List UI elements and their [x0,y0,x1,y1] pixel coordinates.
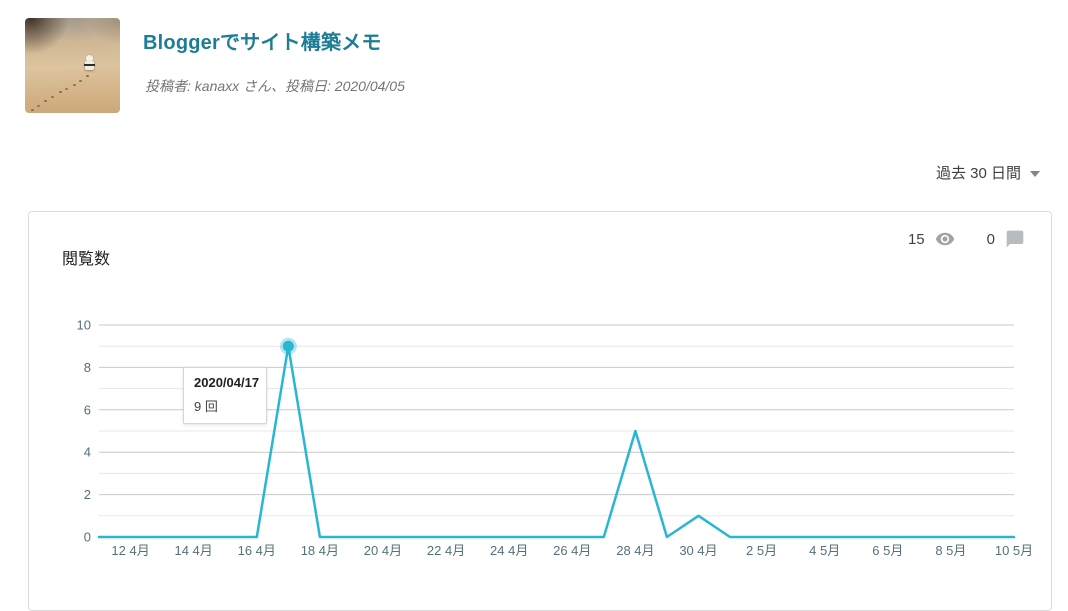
x-tick-label: 14 4月 [174,543,212,558]
metric-label: 閲覧数 [62,251,111,268]
date-range-dropdown[interactable]: 過去 30 日間 [936,162,1040,183]
y-tick-label: 4 [84,445,91,460]
x-tick-label: 20 4月 [364,543,402,558]
x-tick-label: 8 5月 [935,543,966,558]
x-tick-label: 2 5月 [746,543,777,558]
y-tick-label: 10 [77,318,91,333]
x-tick-label: 22 4月 [427,543,465,558]
x-tick-label: 26 4月 [553,543,591,558]
y-tick-label: 2 [84,487,91,502]
x-tick-label: 28 4月 [616,543,654,558]
footprints-decoration [86,75,89,77]
post-title-link[interactable]: Bloggerでサイト構築メモ [143,32,382,54]
post-thumbnail[interactable] [25,18,120,113]
x-tick-label: 24 4月 [490,543,528,558]
tooltip-value: 9 回 [194,399,218,414]
views-series-line [97,344,1016,539]
views-stats-card: 0 2 4 6 8 10 12 4月 14 4月 16 4月 18 4月 20 4月 22 4月 24 … [28,211,1052,611]
comment-icon [1005,229,1025,249]
tooltip-date: 2020/04/17 [194,375,260,390]
y-tick-label: 0 [84,530,91,545]
y-tick-label: 8 [84,360,91,375]
x-tick-label: 12 4月 [111,543,149,558]
date-range-label: 過去 30 日間 [935,165,1021,182]
x-tick-label: 6 5月 [872,543,903,558]
chart-tooltip: 2020/04/17 9 回 [183,367,267,424]
post-byline: 投稿者: kanaxx さん、投稿日: 2020/04/05 [145,78,405,94]
y-tick-label: 6 [84,402,91,417]
x-tick-label: 18 4月 [301,543,339,558]
comments-count: 0 [986,230,995,248]
card-stats-row: 15 0 [908,229,1025,249]
x-tick-label: 30 4月 [679,543,717,558]
chevron-down-icon [1030,170,1040,177]
x-tick-label: 10 5月 [995,543,1033,558]
x-tick-label: 4 5月 [809,543,840,558]
figurine-decoration [84,55,95,72]
eye-icon [935,229,955,249]
data-point-marker[interactable] [282,340,294,352]
x-tick-label: 16 4月 [238,543,276,558]
views-count: 15 [907,230,925,248]
